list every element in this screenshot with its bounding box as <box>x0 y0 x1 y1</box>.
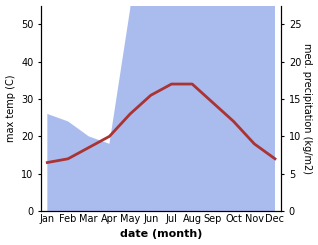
X-axis label: date (month): date (month) <box>120 230 202 239</box>
Y-axis label: med. precipitation (kg/m2): med. precipitation (kg/m2) <box>302 43 313 174</box>
Y-axis label: max temp (C): max temp (C) <box>5 74 16 142</box>
